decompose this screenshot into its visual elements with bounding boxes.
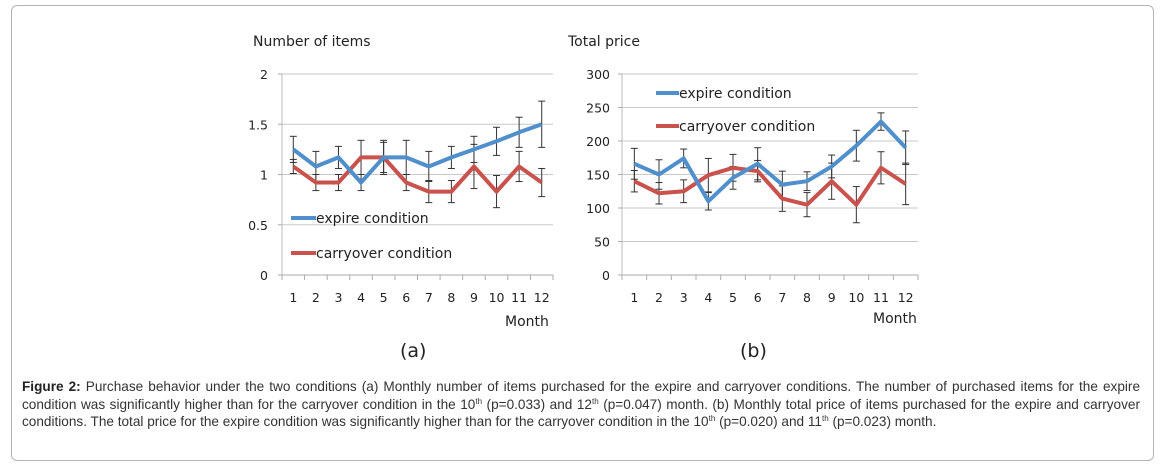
chart-b-yticks: 0 50 100 150 200 250 300: [586, 67, 622, 283]
chart-a-gridlines: [281, 73, 553, 275]
x-tick-label: 8: [803, 290, 811, 305]
caption-text-4: (p=0.020) and 11: [715, 414, 822, 429]
chart-a-legend: expire condition carryover condition: [291, 211, 452, 262]
legend-label-carryover: carryover condition: [316, 246, 452, 262]
caption-text-5: (p=0.023) month.: [828, 414, 937, 429]
x-tick-label: 9: [828, 290, 836, 305]
caption-text-3: (p=0.047) month. (b) Monthly total price…: [22, 396, 1140, 430]
x-tick-label: 3: [334, 290, 342, 305]
x-tick-label: 1: [289, 290, 297, 305]
caption-sup-1: th: [475, 396, 483, 406]
chart-a-ylabel: Number of items: [253, 34, 371, 50]
y-tick-label: 150: [586, 168, 610, 183]
chart-a: Number of items 00.511.52 1 2 3 4 5 6 7 8 9 10 11 1…: [248, 34, 554, 362]
x-tick-label: 4: [704, 290, 712, 305]
y-tick-label: 0: [260, 268, 268, 283]
chart-b-series: [630, 112, 910, 224]
chart-a-xaxis: 1 2 3 4 5 6 7 8 9 10 11 12: [281, 274, 554, 305]
y-tick-label: 1: [260, 168, 268, 183]
caption-text-1: Purchase behavior under the two conditio…: [22, 379, 1141, 412]
x-tick-label: 2: [312, 290, 320, 305]
figure-frame: [11, 5, 1154, 461]
chart-a-series: [289, 100, 546, 209]
x-tick-label: 5: [729, 290, 737, 305]
y-tick-label: 200: [586, 134, 610, 149]
figure-caption: Figure 2: Purchase behavior under the tw…: [22, 378, 1140, 431]
x-tick-label: 12: [898, 290, 914, 305]
series-line-expire: [292, 122, 543, 185]
y-tick-label: 250: [586, 101, 610, 116]
x-tick-label: 2: [655, 290, 663, 305]
x-tick-label: 7: [778, 290, 786, 305]
y-tick-label: 50: [594, 235, 610, 250]
chart-a-xlabel: Month: [505, 314, 549, 330]
caption-text-2: (p=0.033) and 12: [482, 396, 592, 412]
chart-b-legend: expire condition carryover condition: [656, 86, 815, 135]
series-line-carryover: [292, 155, 543, 194]
chart-a-yticks: 0 0.5 1 1.5 2: [248, 67, 282, 283]
x-tick-label: 8: [447, 290, 455, 305]
x-tick-label: 6: [402, 290, 410, 305]
x-tick-label: 11: [873, 290, 889, 305]
x-tick-label: 6: [754, 290, 762, 305]
y-tick-label: 100: [586, 201, 610, 216]
x-tick-label: 5: [380, 290, 388, 305]
series-line-expire: [633, 119, 908, 204]
y-tick-label: 300: [586, 67, 610, 82]
caption-sup-3: th: [708, 414, 716, 423]
y-tick-label: 0: [602, 268, 610, 283]
y-tick-label: 1.5: [248, 117, 268, 132]
x-tick-label: 1: [630, 290, 638, 305]
caption-sup-4: th: [822, 414, 829, 423]
caption-label: Figure 2:: [22, 379, 81, 394]
legend-label-expire: expire condition: [679, 86, 792, 102]
x-tick-label: 10: [489, 290, 505, 305]
x-tick-label: 12: [534, 290, 550, 305]
chart-a-panel-label: (a): [400, 340, 426, 362]
x-tick-label: 7: [425, 290, 433, 305]
figure-charts: Number of items 00.511.52 1 2 3 4 5 6 7 8 9 10 11 1…: [248, 34, 919, 362]
chart-b-ylabel: Total price: [567, 34, 640, 50]
chart-b-xaxis: 1 2 3 4 5 6 7 8 9 10 11 12: [621, 274, 919, 305]
chart-b-xlabel: Month: [873, 311, 917, 327]
y-tick-label: 0.5: [248, 218, 268, 233]
legend-label-expire: expire condition: [316, 211, 429, 227]
x-tick-label: 4: [357, 290, 365, 305]
x-tick-label: 10: [848, 290, 864, 305]
series-line-carryover: [633, 165, 907, 207]
y-tick-label: 2: [260, 67, 268, 82]
chart-b-panel-label: (b): [740, 340, 767, 362]
x-tick-label: 3: [680, 290, 688, 305]
x-tick-label: 11: [511, 290, 527, 305]
caption-sup-2: th: [592, 396, 599, 406]
x-tick-label: 9: [470, 290, 478, 305]
legend-label-carryover: carryover condition: [679, 119, 815, 135]
